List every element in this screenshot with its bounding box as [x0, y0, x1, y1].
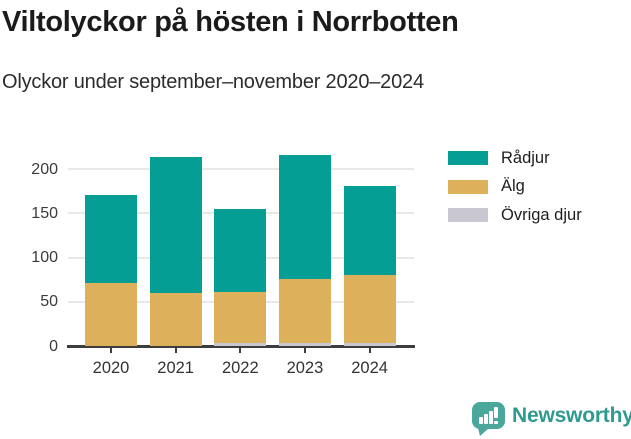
legend-swatch-radjur [448, 151, 488, 165]
newsworthy-brand-text: Newsworthy [512, 404, 631, 427]
bar-segment-alg-2023 [278, 279, 331, 343]
bar-segment-alg-2021 [149, 292, 202, 347]
x-axis-label-2020: 2020 [92, 359, 130, 377]
page-subtitle: Olyckor under september–november 2020–20… [2, 71, 424, 93]
bar-segment-radjur-2020 [85, 195, 137, 283]
bar-segment-radjur-2023 [278, 155, 331, 280]
bar-segment-ovriga-djur-2023 [278, 342, 331, 347]
bar-segment-alg-2024 [343, 274, 396, 343]
bar-segment-radjur-2021 [149, 157, 202, 293]
x-tick-2023 [303, 348, 306, 353]
x-axis-label-2022: 2022 [221, 359, 259, 377]
x-tick-2022 [239, 348, 242, 353]
legend-label-ovriga-djur: Övriga djur [501, 205, 582, 224]
newsworthy-logo: Newsworthy [472, 402, 631, 438]
legend-swatch-alg [448, 179, 488, 194]
legend-swatch-ovriga-djur [448, 208, 488, 222]
y-axis-label-100: 100 [31, 249, 58, 266]
bar-segment-radjur-2024 [343, 186, 396, 275]
y-axis-label-150: 150 [31, 204, 58, 222]
bar-segment-alg-2020 [85, 282, 137, 347]
x-tick-2021 [174, 348, 177, 353]
legend-item-radjur: Rådjur [448, 148, 550, 168]
x-axis-label-2024: 2024 [351, 359, 388, 377]
x-axis-line [67, 345, 415, 348]
bar-segment-ovriga-djur-2022 [214, 342, 267, 347]
bar-segment-alg-2022 [214, 291, 267, 343]
y-axis-label-0: 0 [49, 337, 58, 355]
y-axis-label-50: 50 [40, 293, 58, 311]
legend-label-alg: Älg [501, 177, 525, 195]
bar-segment-ovriga-djur-2024 [343, 342, 396, 347]
x-axis-label-2021: 2021 [157, 359, 194, 377]
bar-segment-radjur-2022 [214, 209, 267, 292]
gridline-200 [68, 168, 414, 170]
legend-item-alg: Älg [448, 177, 525, 197]
x-tick-2024 [368, 348, 371, 353]
legend-item-ovriga-djur: Övriga djur [448, 205, 582, 225]
page-title: Viltolyckor på hösten i Norrbotten [2, 6, 459, 38]
y-axis-label-200: 200 [31, 160, 58, 178]
x-axis-label-2023: 2023 [286, 359, 324, 377]
x-tick-2020 [110, 348, 112, 353]
legend-label-radjur: Rådjur [501, 148, 550, 167]
